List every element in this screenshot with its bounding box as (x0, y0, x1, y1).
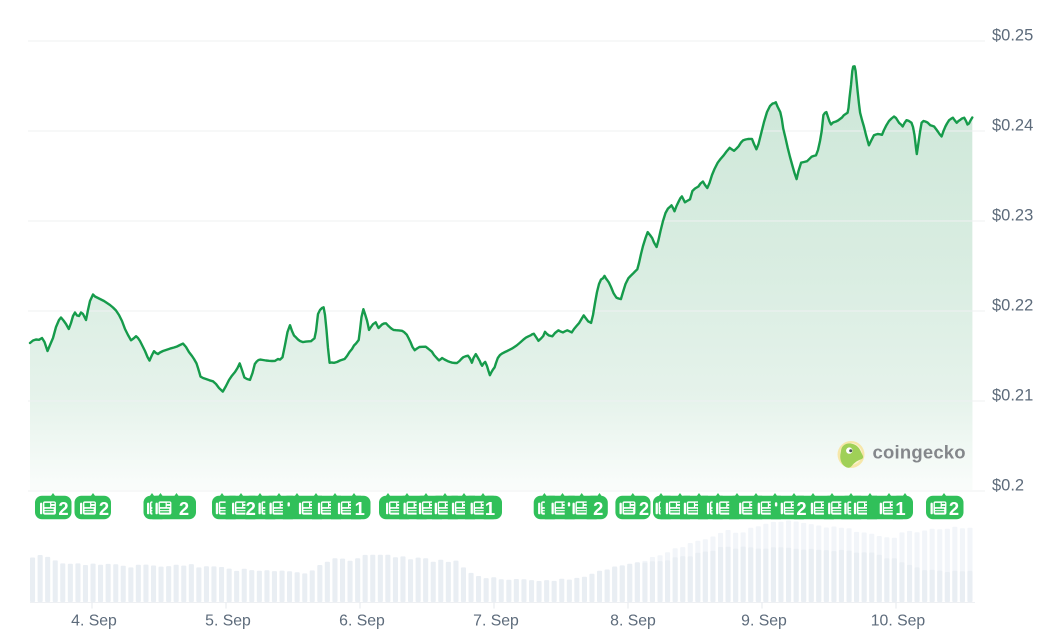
svg-text:7. Sep: 7. Sep (473, 613, 519, 630)
svg-text:10. Sep: 10. Sep (871, 613, 926, 630)
svg-text:5. Sep: 5. Sep (205, 613, 251, 630)
svg-text:$0.23: $0.23 (992, 207, 1033, 225)
svg-text:$0.24: $0.24 (992, 117, 1033, 135)
svg-text:2: 2 (949, 498, 959, 519)
svg-text:8. Sep: 8. Sep (610, 613, 656, 630)
svg-text:1: 1 (355, 498, 365, 519)
svg-text:$0.25: $0.25 (992, 27, 1033, 45)
svg-text:4. Sep: 4. Sep (71, 613, 117, 630)
svg-text:1: 1 (895, 498, 905, 519)
svg-text:$0.2: $0.2 (992, 477, 1024, 495)
svg-text:$0.22: $0.22 (992, 297, 1033, 315)
svg-text:$0.21: $0.21 (992, 387, 1033, 405)
svg-text:2: 2 (593, 498, 603, 519)
svg-text:9. Sep: 9. Sep (741, 613, 787, 630)
svg-text:2: 2 (639, 498, 649, 519)
svg-text:2: 2 (179, 498, 189, 519)
svg-text:2: 2 (99, 498, 109, 519)
svg-text:coingecko: coingecko (873, 442, 966, 463)
svg-text:2: 2 (246, 498, 256, 519)
svg-text:2: 2 (796, 498, 806, 519)
svg-text:2: 2 (58, 498, 68, 519)
svg-text:6. Sep: 6. Sep (339, 613, 385, 630)
svg-text:1: 1 (485, 498, 495, 519)
